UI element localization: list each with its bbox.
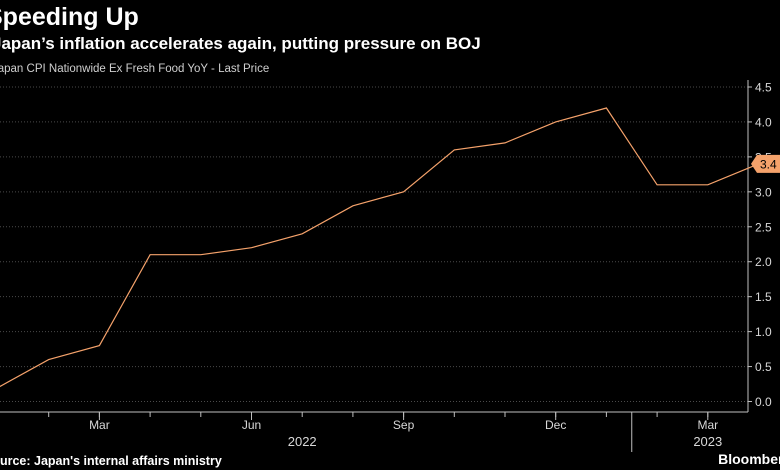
bloomberg-logo: Bloomberg <box>718 451 780 467</box>
y-tick-label-5: 2.5 <box>755 220 772 234</box>
y-tick-label-6: 3.0 <box>755 185 772 199</box>
series-line-0 <box>0 107 759 388</box>
tick-labels: 0.00.51.01.52.02.53.03.54.04.5MarJunSepD… <box>89 80 780 449</box>
series-legend-label: Japan CPI Nationwide Ex Fresh Food YoY -… <box>0 63 270 75</box>
y-tick-label-8: 4.0 <box>755 115 772 129</box>
y-tick-label-4: 2.0 <box>755 255 772 269</box>
x-tick-label-3: Dec <box>545 418 566 432</box>
source-note: Source: Japan's internal affairs ministr… <box>0 454 222 468</box>
y-tick-label-1: 0.5 <box>755 360 772 374</box>
y-tick-label-9: 4.5 <box>755 80 772 94</box>
last-value-label: 3.4 <box>760 157 777 171</box>
x-tick-label-4: Mar <box>697 418 718 432</box>
year-label-1: 2023 <box>693 434 722 449</box>
gridlines <box>0 86 748 403</box>
series-layer <box>0 107 759 388</box>
y-tick-label-0: 0.0 <box>755 395 772 409</box>
x-tick-label-1: Jun <box>242 418 261 432</box>
year-label-0: 2022 <box>288 434 317 449</box>
axes <box>0 80 752 452</box>
y-tick-label-2: 1.0 <box>755 325 772 339</box>
x-tick-label-2: Sep <box>393 418 415 432</box>
x-tick-label-0: Mar <box>89 418 110 432</box>
chart-title: Speeding Up <box>0 3 139 31</box>
y-tick-label-3: 1.5 <box>755 290 772 304</box>
last-value-badge <box>751 154 780 173</box>
chart-subtitle: Japan’s inflation accelerates again, put… <box>0 34 481 53</box>
